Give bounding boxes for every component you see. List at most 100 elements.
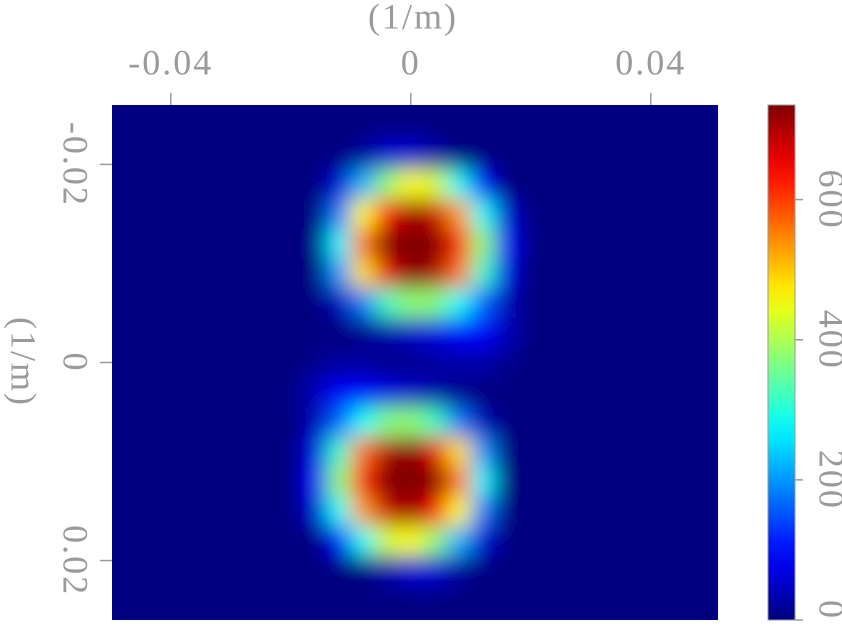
heatmap-cell	[422, 407, 448, 438]
heatmap-cell	[590, 109, 616, 141]
heatmap-cell	[134, 258, 160, 289]
heatmap-cell	[134, 496, 160, 527]
heatmap-cell	[590, 347, 616, 378]
heatmap-cell	[614, 525, 640, 557]
heatmap-cell	[206, 109, 232, 141]
heatmap-cell	[398, 169, 424, 200]
heatmap-cell	[230, 525, 256, 557]
heatmap-cell	[686, 169, 712, 200]
heatmap-cell	[542, 258, 568, 289]
heatmap-cell	[112, 525, 136, 557]
x-tick-label: 0	[401, 42, 421, 82]
heatmap-cell	[614, 347, 640, 378]
heatmap-cell	[302, 466, 328, 497]
heatmap-cell	[590, 317, 616, 349]
heatmap-cell	[662, 228, 688, 260]
heatmap-cell	[446, 555, 472, 586]
heatmap-cell	[542, 377, 568, 408]
heatmap-cell	[182, 288, 208, 319]
heatmap-cell	[542, 407, 568, 438]
heatmap-cell	[614, 258, 640, 289]
heatmap-cell	[422, 555, 448, 586]
heatmap-cell	[112, 377, 136, 408]
heatmap-cell	[398, 228, 424, 260]
heatmap-cell	[662, 199, 688, 230]
heatmap-cell	[206, 228, 232, 260]
heatmap-cell	[350, 525, 376, 557]
heatmap-cell	[112, 258, 136, 289]
heatmap-cell	[590, 466, 616, 497]
heatmap-cell	[686, 555, 712, 586]
heatmap-cell	[278, 407, 304, 438]
heatmap-cell	[326, 347, 352, 378]
heatmap-cell	[638, 347, 664, 378]
heatmap-cell	[254, 169, 280, 200]
heatmap-cell	[134, 288, 160, 319]
heatmap-cell	[230, 139, 256, 170]
heatmap-cell	[638, 436, 664, 467]
heatmap-cell	[182, 555, 208, 586]
heatmap-cell	[158, 258, 184, 289]
heatmap-cell	[374, 525, 400, 557]
heatmap-cell	[518, 525, 544, 557]
heatmap-cell	[350, 109, 376, 141]
heatmap-cell	[518, 199, 544, 230]
heatmap-cell	[254, 258, 280, 289]
heatmap-cell	[374, 139, 400, 170]
heatmap-cell	[158, 228, 184, 260]
heatmap-cell	[206, 555, 232, 586]
heatmap-cell	[350, 139, 376, 170]
x-tick-label: 0.04	[615, 42, 686, 82]
heatmap-cell	[112, 466, 136, 497]
heatmap-cell	[566, 258, 592, 289]
heatmap-cell	[422, 436, 448, 467]
heatmap-cell	[350, 555, 376, 586]
heatmap-cell	[518, 496, 544, 527]
heatmap-cell	[182, 139, 208, 170]
heatmap-cell	[158, 139, 184, 170]
heatmap-cell	[134, 317, 160, 349]
heatmap-cell	[494, 228, 520, 260]
heatmap-cell	[374, 317, 400, 349]
heatmap-cell	[326, 258, 352, 289]
heatmap-cell	[686, 228, 712, 260]
heatmap-cell	[278, 436, 304, 467]
heatmap-cell	[230, 585, 256, 616]
heatmap-cell	[158, 585, 184, 616]
heatmap-cell	[494, 199, 520, 230]
heatmap-cell	[326, 466, 352, 497]
heatmap-cell	[566, 169, 592, 200]
heatmap-cell	[662, 347, 688, 378]
heatmap-cell	[326, 169, 352, 200]
heatmap-cell	[230, 347, 256, 378]
heatmap-cell	[446, 585, 472, 616]
heatmap-cell	[638, 199, 664, 230]
heatmap-cell	[134, 466, 160, 497]
heatmap-cell	[662, 555, 688, 586]
heatmap-cell	[206, 377, 232, 408]
heatmap-cell	[350, 436, 376, 467]
heatmap-cell	[230, 496, 256, 527]
heatmap-cell	[302, 199, 328, 230]
heatmap-cell	[278, 317, 304, 349]
heatmap-cell	[542, 496, 568, 527]
heatmap-cell	[158, 317, 184, 349]
heatmap-cell	[422, 496, 448, 527]
heatmap-cell	[686, 525, 712, 557]
heatmap-cell	[278, 288, 304, 319]
heatmap-cell	[398, 139, 424, 170]
heatmap-cell	[422, 377, 448, 408]
heatmap-cell	[350, 228, 376, 260]
heatmap-cell	[590, 407, 616, 438]
heatmap-cell	[686, 317, 712, 349]
heatmap-cell	[112, 199, 136, 230]
heatmap-cell	[542, 139, 568, 170]
heatmap-cell	[350, 377, 376, 408]
heatmap-cell	[230, 109, 256, 141]
heatmap-cell	[542, 555, 568, 586]
heatmap-cell	[470, 317, 496, 349]
heatmap-cell	[326, 288, 352, 319]
heatmap-cell	[112, 585, 136, 616]
heatmap-cell	[686, 436, 712, 467]
heatmap-cell	[542, 525, 568, 557]
